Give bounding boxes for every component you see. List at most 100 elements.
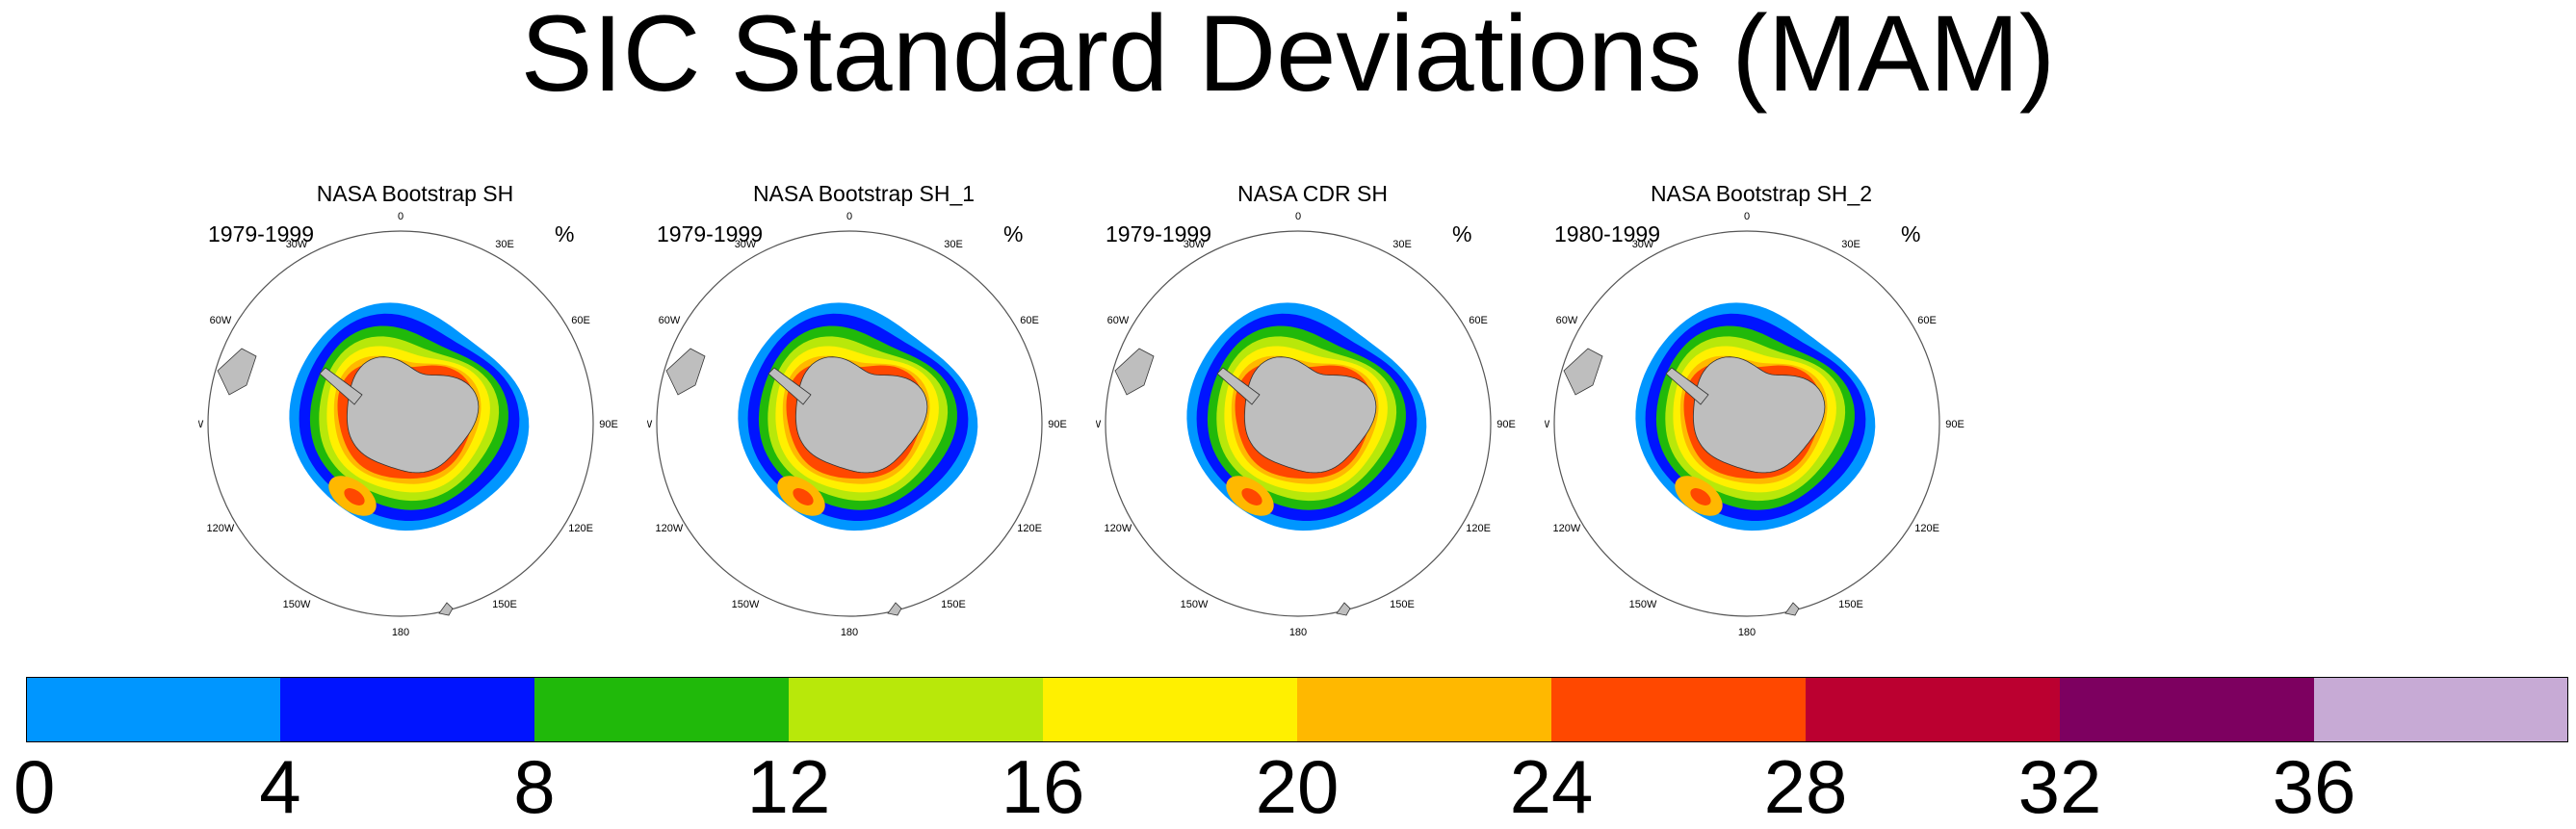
new-zealand-landmass xyxy=(1784,602,1800,616)
longitude-label: 180 xyxy=(841,627,858,638)
longitude-label: 120E xyxy=(568,523,593,534)
sic-hotspot-core xyxy=(344,488,365,505)
map-panel: 0 30E 60E 90E 120E 150E 180 150W 120W 90W 60W 30W NA… xyxy=(647,164,1080,655)
colorbar-tick-label: 36 xyxy=(2272,744,2356,829)
longitude-label: 150E xyxy=(1390,599,1415,610)
longitude-label: 180 xyxy=(392,627,409,638)
south-america-landmass xyxy=(665,348,706,396)
panel-units: % xyxy=(555,221,575,246)
antarctica-landmass xyxy=(794,356,928,474)
colorbar-segment xyxy=(2060,677,2315,742)
longitude-label: 120E xyxy=(1914,523,1939,534)
longitude-label: 180 xyxy=(1289,627,1307,638)
panel-title: NASA Bootstrap SH_2 xyxy=(1650,181,1873,206)
south-america-landmass xyxy=(1563,348,1603,396)
longitude-label: 120E xyxy=(1466,523,1491,534)
longitude-label: 0 xyxy=(846,211,852,222)
longitude-label: 90W xyxy=(1545,419,1550,430)
antarctic-peninsula xyxy=(1216,367,1261,405)
longitude-label: 0 xyxy=(1295,211,1301,222)
panel-units: % xyxy=(1003,221,1024,246)
colorbar-segment xyxy=(280,677,535,742)
longitude-label: 120W xyxy=(656,523,684,534)
longitude-label: 120W xyxy=(207,523,235,534)
longitude-label: 60W xyxy=(210,315,232,326)
colorbar-tick-label: 28 xyxy=(1763,744,1848,829)
longitude-label: 30E xyxy=(944,239,963,250)
sic-hotspot-core xyxy=(793,488,814,505)
colorbar-tick-label: 16 xyxy=(1001,744,1085,829)
antarctic-peninsula xyxy=(768,367,812,405)
main-title: SIC Standard Deviations (MAM) xyxy=(520,0,2056,114)
colorbar-tick-label: 4 xyxy=(259,744,301,829)
colorbar-segment xyxy=(1043,677,1298,742)
map-panel: 0 30E 60E 90E 120E 150E 180 150W 120W 90W 60W 30W NA… xyxy=(198,164,632,655)
colorbar-tick-label: 12 xyxy=(746,744,831,829)
antarctic-peninsula xyxy=(1665,367,1709,405)
new-zealand-landmass xyxy=(438,602,454,616)
colorbar-segment xyxy=(2314,677,2568,742)
panel-years: 1979-1999 xyxy=(657,221,763,246)
colorbar-tick-label: 20 xyxy=(1255,744,1340,829)
longitude-label: 60E xyxy=(1917,315,1937,326)
longitude-label: 150E xyxy=(941,599,966,610)
longitude-label: 90E xyxy=(1048,419,1067,430)
new-zealand-landmass xyxy=(887,602,902,616)
longitude-label: 90W xyxy=(1096,419,1102,430)
polar-map: 0 30E 60E 90E 120E 150E 180 150W 120W 90W 60W 30W xyxy=(198,211,618,638)
longitude-label: 30E xyxy=(495,239,514,250)
colorbar xyxy=(26,677,2568,742)
south-america-landmass xyxy=(217,348,257,396)
longitude-label: 150E xyxy=(492,599,517,610)
longitude-label: 30W xyxy=(1184,239,1206,250)
polar-map: 0 30E 60E 90E 120E 150E 180 150W 120W 90W 60W 30W xyxy=(647,211,1067,638)
panel-years: 1980-1999 xyxy=(1554,221,1660,246)
longitude-label: 60W xyxy=(659,315,681,326)
longitude-label: 0 xyxy=(398,211,403,222)
polar-map: 0 30E 60E 90E 120E 150E 180 150W 120W 90W 60W 30W xyxy=(1096,211,1516,638)
sic-hotspot-core xyxy=(1241,488,1262,505)
colorbar-segment xyxy=(534,677,790,742)
longitude-label: 60E xyxy=(1020,315,1039,326)
longitude-label: 30W xyxy=(1632,239,1654,250)
longitude-label: 120E xyxy=(1017,523,1042,534)
longitude-label: 30E xyxy=(1841,239,1860,250)
longitude-label: 30W xyxy=(735,239,757,250)
colorbar-tick-label: 24 xyxy=(1509,744,1594,829)
longitude-label: 150W xyxy=(1629,599,1657,610)
longitude-label: 120W xyxy=(1553,523,1581,534)
antarctica-landmass xyxy=(1243,356,1377,474)
panel-years: 1979-1999 xyxy=(1106,221,1211,246)
sic-hotspot-core xyxy=(1690,488,1711,505)
colorbar-segment xyxy=(26,677,281,742)
longitude-label: 90E xyxy=(1945,419,1965,430)
longitude-label: 60E xyxy=(571,315,590,326)
colorbar-tick-label: 8 xyxy=(513,744,556,829)
longitude-label: 90W xyxy=(647,419,653,430)
longitude-label: 150W xyxy=(1181,599,1209,610)
map-panel: 0 30E 60E 90E 120E 150E 180 150W 120W 90W 60W 30W NA… xyxy=(1545,164,1978,655)
colorbar-segment xyxy=(1297,677,1552,742)
longitude-label: 60E xyxy=(1469,315,1488,326)
longitude-label: 60W xyxy=(1107,315,1130,326)
map-panel: 0 30E 60E 90E 120E 150E 180 150W 120W 90W 60W 30W NA… xyxy=(1096,164,1529,655)
longitude-label: 30W xyxy=(286,239,308,250)
longitude-label: 60W xyxy=(1556,315,1578,326)
polar-map: 0 30E 60E 90E 120E 150E 180 150W 120W 90W 60W 30W xyxy=(1545,211,1965,638)
colorbar-segment xyxy=(1806,677,2061,742)
colorbar-border xyxy=(26,677,2568,742)
south-america-landmass xyxy=(1114,348,1155,396)
panel-title: NASA Bootstrap SH_1 xyxy=(752,181,976,206)
colorbar-tick-label: 0 xyxy=(13,744,56,829)
panel-units: % xyxy=(1452,221,1472,246)
antarctica-landmass xyxy=(1692,356,1826,474)
longitude-label: 120W xyxy=(1105,523,1132,534)
antarctic-peninsula xyxy=(319,367,363,405)
longitude-label: 90E xyxy=(599,419,618,430)
panel-title: NASA CDR SH xyxy=(1237,181,1388,206)
longitude-label: 30E xyxy=(1392,239,1412,250)
colorbar-segment xyxy=(1551,677,1807,742)
colorbar-segment xyxy=(789,677,1044,742)
panel-units: % xyxy=(1901,221,1921,246)
new-zealand-landmass xyxy=(1336,602,1351,616)
